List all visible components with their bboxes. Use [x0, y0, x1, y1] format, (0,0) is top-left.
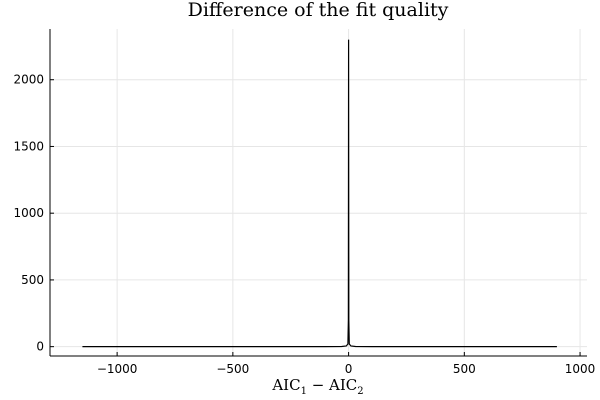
- y-tick-label: 1500: [13, 139, 44, 153]
- grid-lines: [50, 29, 587, 356]
- series-line: [82, 39, 557, 348]
- x-tick-label: 1000: [565, 362, 596, 376]
- y-tick-labels: 0 500 1000 1500 2000: [13, 73, 44, 354]
- y-tick-label: 0: [36, 340, 44, 354]
- x-tick-label: −500: [216, 362, 249, 376]
- x-tick-label: 500: [453, 362, 476, 376]
- chart-title: Difference of the fit quality: [188, 0, 449, 21]
- x-axis-label: AIC1 − AIC2: [271, 376, 363, 397]
- y-tick-label: 2000: [13, 73, 44, 87]
- y-tick-label: 1000: [13, 206, 44, 220]
- series-layer: [82, 39, 557, 348]
- x-tick-label: 0: [345, 362, 353, 376]
- axes: [49, 29, 587, 357]
- x-tick-label: −1000: [97, 362, 138, 376]
- x-tick-labels: −1000 −500 0 500 1000: [97, 362, 596, 376]
- y-tick-label: 500: [21, 273, 44, 287]
